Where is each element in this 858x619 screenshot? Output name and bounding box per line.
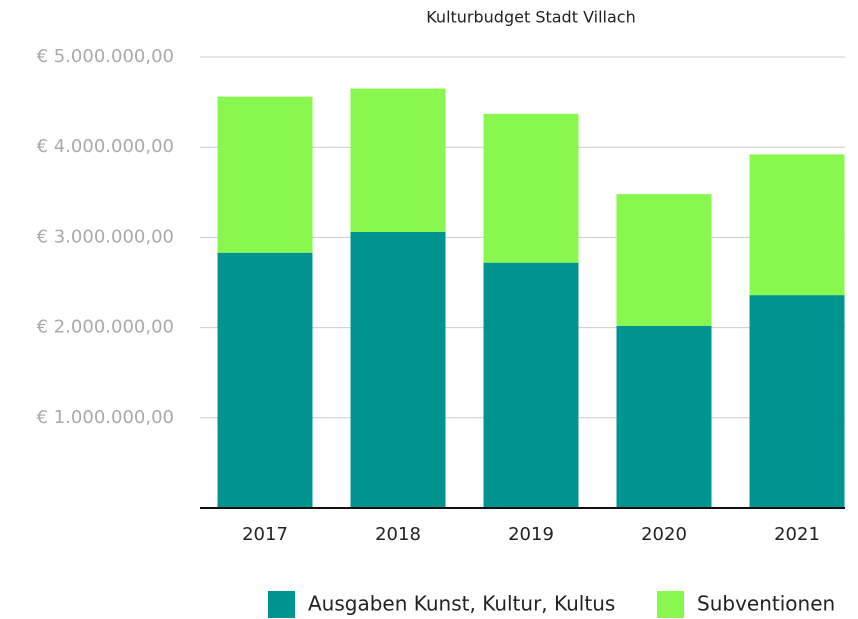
bar-segment bbox=[483, 113, 579, 263]
y-tick-label: € 4.000.000,00 bbox=[37, 136, 174, 157]
bar-segment bbox=[217, 252, 313, 508]
bar-segment bbox=[749, 295, 845, 508]
bar-segment bbox=[350, 231, 446, 508]
legend-label: Subventionen bbox=[697, 592, 835, 616]
chart-title: Kulturbudget Stadt Villach bbox=[426, 8, 636, 27]
x-tick-label: 2018 bbox=[375, 524, 421, 545]
bar-segment bbox=[217, 96, 313, 253]
x-tick-label: 2021 bbox=[774, 524, 820, 545]
legend-swatch bbox=[657, 591, 684, 618]
y-tick-label: € 3.000.000,00 bbox=[37, 226, 174, 247]
legend-swatch bbox=[268, 591, 295, 618]
x-tick-label: 2019 bbox=[508, 524, 554, 545]
bar-segment bbox=[749, 154, 845, 296]
bar-segment bbox=[616, 194, 712, 326]
x-tick-label: 2020 bbox=[641, 524, 687, 545]
bar-segment bbox=[350, 88, 446, 232]
bar-segment bbox=[616, 325, 712, 508]
y-tick-label: € 5.000.000,00 bbox=[37, 46, 174, 67]
x-tick-label: 2017 bbox=[242, 524, 288, 545]
bar-segment bbox=[483, 262, 579, 508]
y-tick-label: € 1.000.000,00 bbox=[37, 407, 174, 428]
y-tick-label: € 2.000.000,00 bbox=[37, 317, 174, 338]
legend-label: Ausgaben Kunst, Kultur, Kultus bbox=[308, 592, 615, 616]
